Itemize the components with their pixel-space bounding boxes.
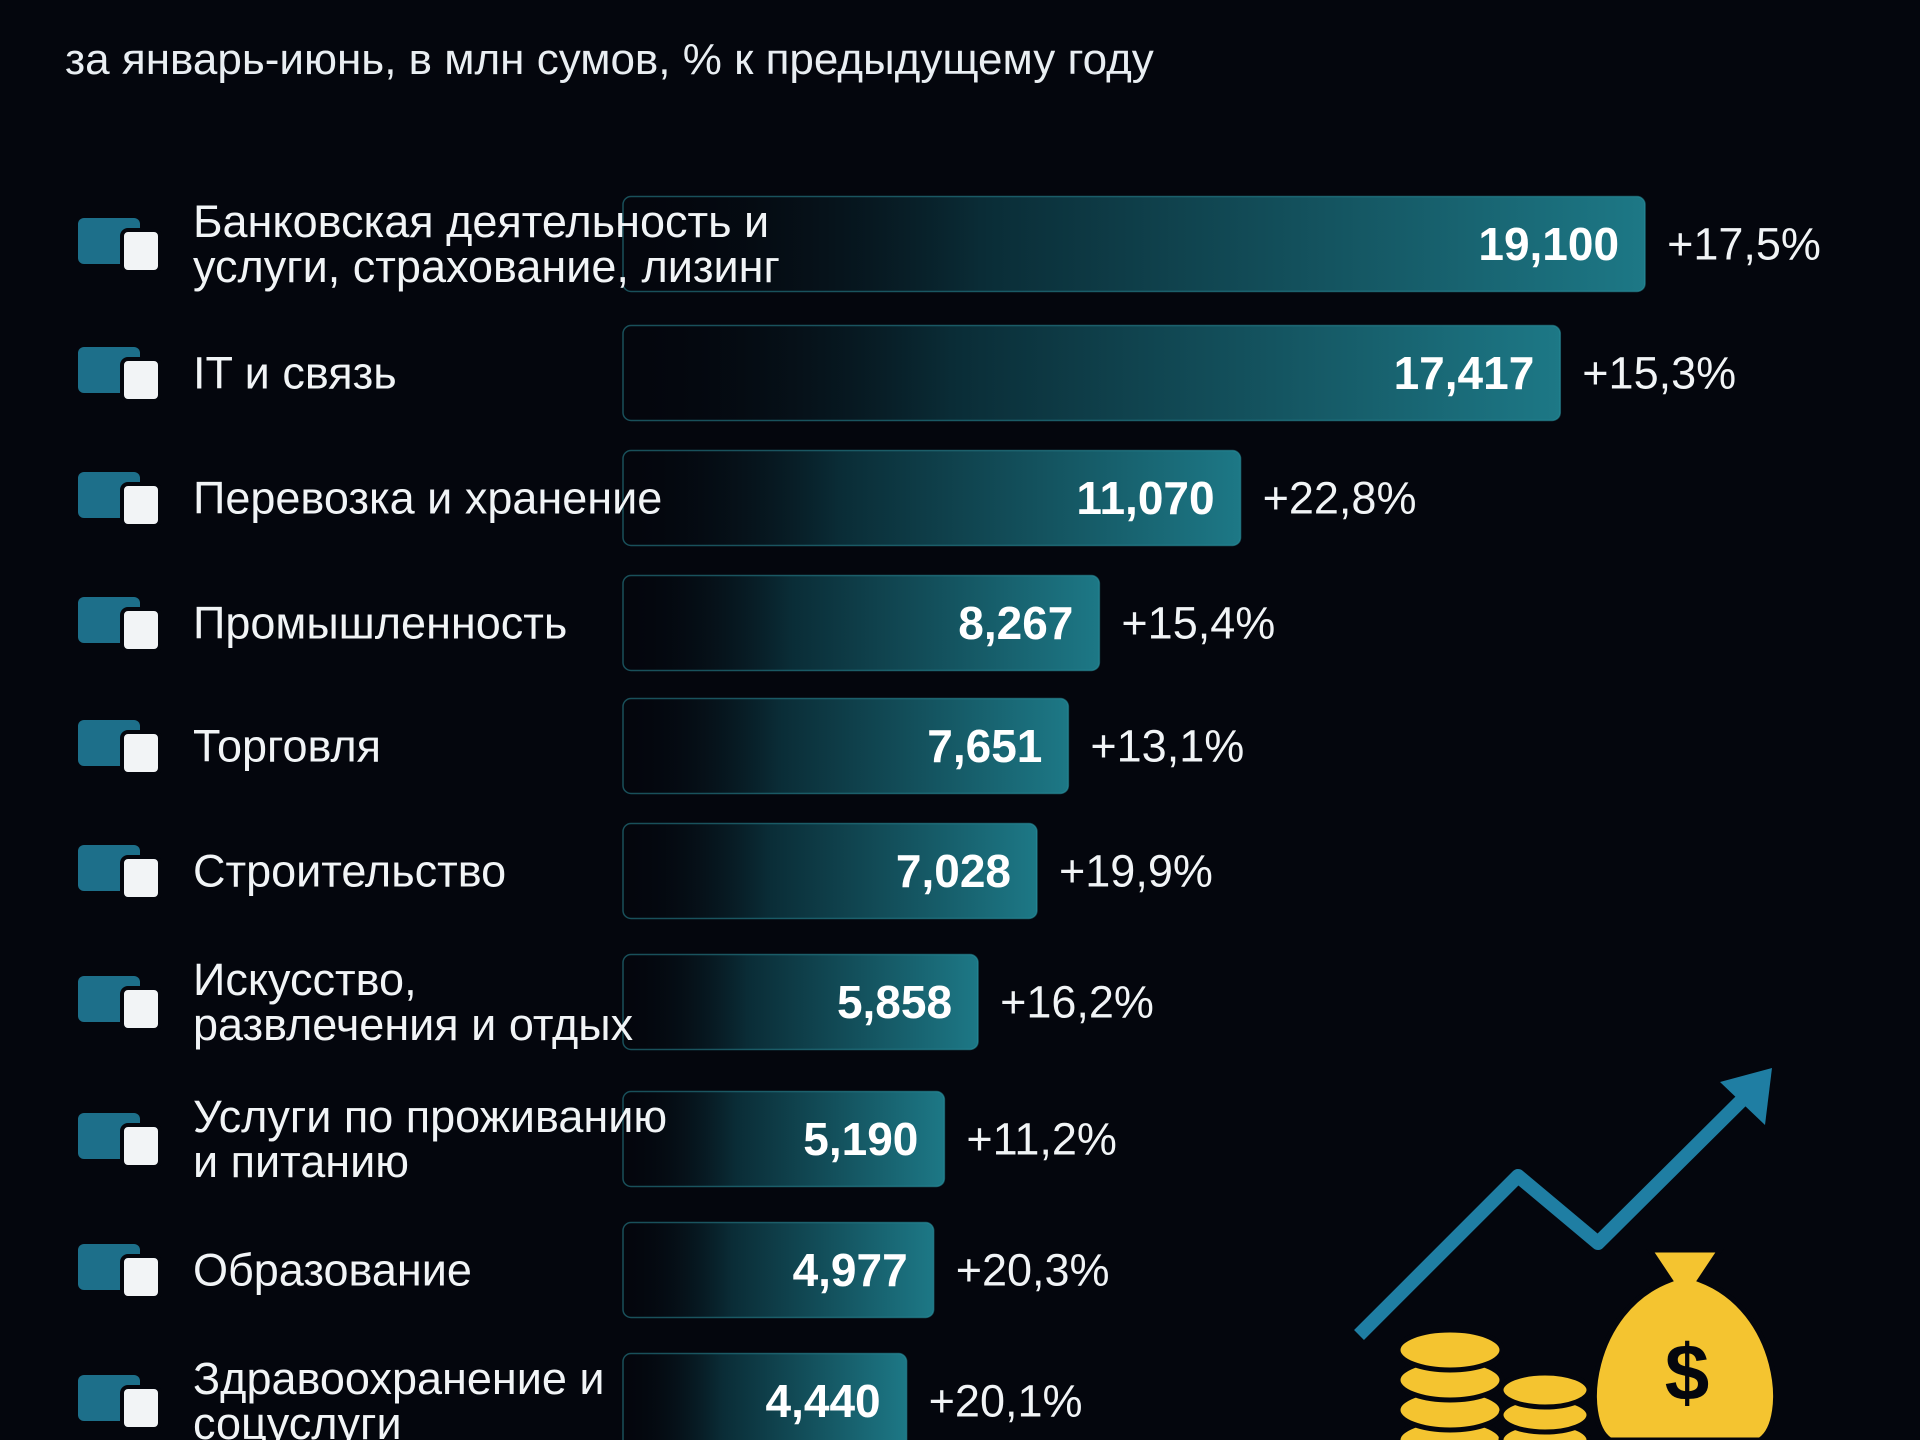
category-label: Торговля (193, 720, 381, 772)
change-label: +15,4% (1121, 597, 1276, 649)
value-label: 5,858 (836, 976, 953, 1028)
value-label: 7,651 (927, 720, 1043, 772)
change-label: +13,1% (1090, 720, 1245, 772)
decoration: $ (1354, 1068, 1778, 1440)
bar (622, 574, 1101, 672)
category-label: Искусство, развлечения и отдых (193, 954, 634, 1050)
bar (622, 324, 1562, 422)
value-label: 7,028 (895, 845, 1011, 897)
category-label: Банковская деятельность и услуги, страхо… (193, 196, 780, 292)
bar (622, 1352, 908, 1440)
value-label: 11,070 (1076, 472, 1215, 524)
value-label: 4,440 (765, 1375, 881, 1427)
change-label: +16,2% (1000, 976, 1154, 1028)
icon (120, 1123, 162, 1169)
change-label: +20,1% (928, 1375, 1083, 1427)
change-label: +17,5% (1667, 218, 1821, 270)
value-label: 8,267 (958, 597, 1074, 649)
icon (120, 482, 162, 528)
value-label: 5,190 (803, 1113, 919, 1165)
bar (622, 195, 1646, 293)
category-label: Образование (193, 1244, 472, 1296)
icon (120, 1385, 162, 1431)
icon (120, 228, 162, 274)
icon (120, 607, 162, 653)
svg-text:$: $ (1665, 1328, 1710, 1417)
change-label: +15,3% (1582, 347, 1737, 399)
bar (622, 1221, 935, 1319)
category-label: Услуги по проживанию и питанию (193, 1091, 668, 1187)
icon (120, 730, 162, 776)
icon (120, 1254, 162, 1300)
value-label: 19,100 (1478, 218, 1620, 270)
icon (120, 357, 162, 403)
icon (120, 855, 162, 901)
change-label: +22,8% (1262, 472, 1417, 524)
value-label: 17,417 (1393, 347, 1535, 399)
bar (622, 449, 1242, 547)
value-label: 4,977 (792, 1244, 908, 1296)
category-label: Здравоохранение и соцуслуги (193, 1353, 605, 1440)
bar (622, 822, 1038, 920)
icon (120, 986, 162, 1032)
change-label: +20,3% (955, 1244, 1110, 1296)
category-label: Промышленность (193, 597, 568, 649)
subtitle: за январь-июнь, в млн сумов, % к предыду… (65, 35, 1154, 84)
category-label: IT и связь (193, 347, 397, 399)
category-label: Строительство (193, 845, 507, 897)
bar (622, 953, 979, 1051)
category-label: Перевозка и хранение (193, 472, 663, 524)
change-label: +19,9% (1059, 845, 1213, 897)
bar (622, 1090, 946, 1188)
change-label: +11,2% (966, 1113, 1117, 1165)
bar (622, 697, 1070, 795)
